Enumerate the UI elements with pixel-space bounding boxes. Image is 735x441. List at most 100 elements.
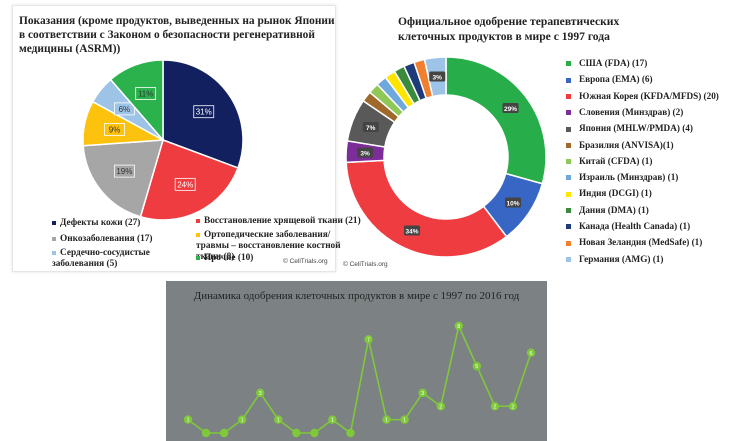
line-point-label-19: 6: [529, 351, 532, 357]
line-point-17: [490, 402, 500, 411]
donut-legend-1: Европа (EMA) (6): [566, 74, 653, 84]
line-point-4: [256, 388, 265, 398]
indications-panel: Показания (кроме продуктов, выведенных н…: [12, 5, 336, 272]
donut-label-box-4: [362, 122, 379, 133]
dynamics-panel: Динамика одобрения клеточных продуктов в…: [166, 281, 547, 441]
line-point-label-15: 8: [457, 324, 460, 330]
donut-legend-5: Бразилия (ANVISA)(1): [566, 140, 674, 150]
line-point-label-13: 3: [421, 391, 424, 397]
line-point-label-4: 3: [259, 391, 262, 397]
pie1-credit: © CellTrials.org: [283, 258, 328, 265]
donut-legend-10: Канада (Health Canada) (1): [566, 221, 690, 231]
line-point-7: [310, 428, 319, 438]
donut-label-1: 10%: [507, 200, 520, 207]
line-point-18: [508, 402, 518, 411]
pie1-legend-text-5: Прочие (10): [204, 253, 254, 263]
pie1-label-1: 24%: [177, 180, 193, 189]
donut-label-box-2: [403, 225, 420, 236]
pie1-label-2: 19%: [116, 167, 132, 176]
donut-legend-swatch-11: [566, 240, 571, 246]
donut-legend-7: Израиль (Минздрав) (1): [566, 172, 678, 182]
pie1-label-0: 31%: [196, 108, 212, 117]
donut-legend-text-12: Германия (AMG) (1): [579, 253, 664, 264]
donut-legend-text-3: Словения (Минздрав) (2): [579, 106, 684, 117]
approvals-title: Официальное одобрение терапевтических кл…: [398, 15, 620, 43]
pie1-slice-5: [109, 59, 164, 143]
pie1-label-box-4: [113, 102, 135, 116]
donut-legend-swatch-10: [566, 224, 571, 230]
donut-legend-text-0: США (FDA) (17): [579, 58, 648, 68]
donut-legend-text-1: Европа (EMA) (6): [579, 74, 653, 85]
line-point-1: [201, 428, 211, 438]
pie1-legend-2: Сердечно-сосудистые заболевания (5): [52, 248, 172, 270]
line-point-2: [219, 428, 229, 438]
line-point-13: [418, 388, 427, 398]
pie1-legend-0: Дефекты кожи (27): [52, 218, 140, 229]
donut-legend-swatch-7: [566, 175, 571, 181]
donut-legend-swatch-5: [566, 142, 571, 148]
donut-label-box-0: [502, 102, 519, 113]
donut-legend-4: Япония (MHLW/PMDA) (4): [566, 123, 693, 133]
pie1-legend-swatch-4: [196, 232, 200, 237]
donut-legend-swatch-6: [566, 159, 571, 165]
line-point-16: [472, 361, 482, 371]
donut-legend-swatch-8: [566, 191, 571, 197]
donut-legend-swatch-9: [566, 208, 571, 214]
donut-legend-text-9: Дания (DMA) (1): [579, 204, 649, 215]
donut-legend-text-7: Израиль (Минздрав) (1): [579, 172, 679, 183]
donut-label-box-1: [505, 197, 522, 208]
donut-label-3: 3%: [360, 151, 370, 158]
pie1-legend-3: Восстановление хрящевой ткани (21): [196, 216, 361, 227]
pie1-legend-text-1: Онкозаболевания (17): [60, 234, 153, 244]
line-point-10: [364, 335, 373, 344]
pie1-legend-swatch-5: [196, 255, 200, 260]
line-point-label-10: 7: [367, 337, 370, 343]
pie1-legend-text-4: Ортопедические заболевания/травмы – восс…: [196, 230, 341, 262]
donut-legend-swatch-0: [566, 61, 571, 67]
pie1-legend-4: Ортопедические заболевания/травмы – восс…: [196, 230, 344, 263]
line-point-label-14: 2: [439, 404, 442, 410]
donut-label-4: 7%: [366, 125, 376, 132]
donut-label-0: 29%: [504, 106, 517, 113]
donut-legend-text-4: Япония (MHLW/PMDA) (4): [579, 123, 693, 134]
donut-legend-6: Китай (CFDA) (1): [566, 156, 652, 166]
donut-legend-8: Индия (DCGI) (1): [566, 188, 652, 198]
pie1-label-4: 6%: [119, 105, 131, 114]
donut-legend-9: Дания (DMA) (1): [566, 205, 649, 215]
donut-legend-12: Германия (AMG) (1): [566, 254, 663, 264]
donut-legend-text-10: Канада (Health Canada) (1): [579, 221, 691, 231]
pie1-label-box-3: [104, 123, 125, 136]
line-point-label-18: 2: [511, 404, 514, 410]
pie1-legend-swatch-0: [52, 220, 56, 225]
pie1-legend-5: Прочие (10): [196, 253, 253, 264]
line-point-label-16: 5: [475, 364, 478, 370]
donut-legend-text-2: Южная Корея (KFDA/MFDS) (20): [579, 90, 719, 101]
donut-legend-3: Словения (Минздрав) (2): [566, 107, 683, 117]
line-point-15: [454, 321, 463, 331]
donut-legend-text-5: Бразилия (ANVISA)(1): [579, 139, 674, 150]
pie1-legend-1: Онкозаболевания (17): [52, 234, 152, 245]
line-point-6: [292, 428, 301, 438]
line-point-label-0: 1: [186, 418, 189, 424]
line-point-label-3: 1: [241, 418, 244, 424]
donut-legend-text-8: Индия (DCGI) (1): [579, 188, 652, 199]
line-point-11: [382, 415, 391, 424]
donut-slice-2: [345, 159, 508, 258]
line-point-8: [328, 415, 337, 424]
pie1-legend-swatch-1: [52, 236, 56, 241]
indications-title: Показания (кроме продуктов, выведенных н…: [19, 15, 335, 55]
line-point-14: [436, 402, 445, 411]
line-point-19: [526, 348, 536, 357]
donut-label-12: 3%: [433, 74, 443, 81]
pie1-legend-text-0: Дефекты кожи (27): [60, 218, 141, 228]
line-series: [187, 323, 532, 435]
pie1-legend-swatch-3: [196, 218, 200, 223]
line-point-5: [274, 415, 283, 424]
pie1-legend-text-2: Сердечно-сосудистые заболевания (5): [52, 248, 150, 269]
pie1-label-box-1: [174, 177, 196, 191]
pie1-label-box-0: [193, 105, 215, 119]
donut-legend-swatch-1: [566, 77, 571, 83]
donut-legend-swatch-3: [566, 110, 571, 116]
line-point-label-8: 1: [331, 418, 334, 424]
